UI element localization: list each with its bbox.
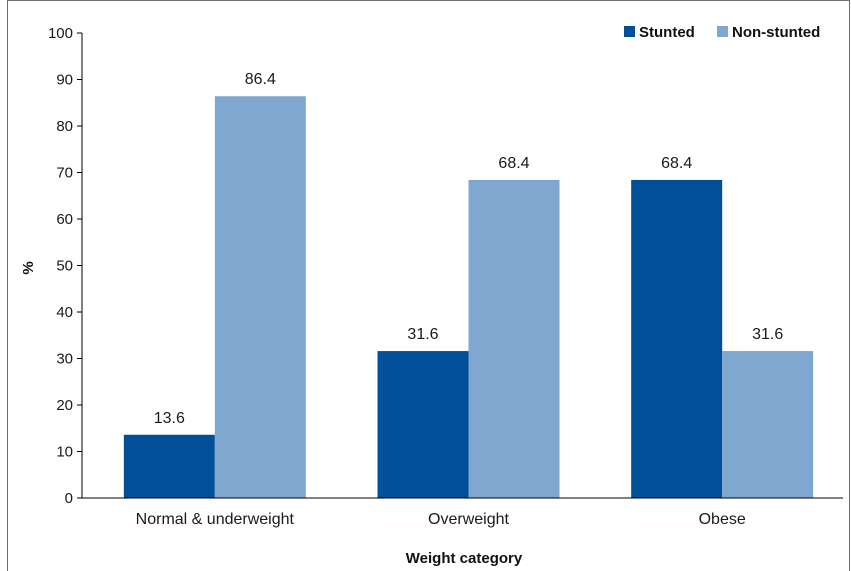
- y-tick-label: 20: [56, 397, 73, 414]
- y-tick-label: 80: [56, 118, 73, 135]
- y-tick-label: 40: [56, 304, 73, 321]
- data-label: 13.6: [154, 410, 185, 427]
- data-labels: 13.6 86.4 31.6 68.4 68.4 31.6: [154, 71, 784, 427]
- bar-non-stunted: [722, 351, 814, 498]
- legend-swatch-stunted: [624, 26, 635, 37]
- x-tick-label: Normal & underweight: [136, 511, 295, 528]
- bars: [123, 96, 814, 499]
- bar-non-stunted: [214, 96, 306, 499]
- y-tick-label: 0: [65, 490, 73, 507]
- legend-swatch-non-stunted: [717, 26, 728, 37]
- x-tick-label: Obese: [699, 511, 746, 528]
- y-tick-label: 70: [56, 165, 73, 182]
- data-label: 86.4: [245, 71, 276, 88]
- x-axis-title: Weight category: [406, 550, 523, 567]
- x-axis-tick-labels: Normal & underweight Overweight Obese: [136, 511, 746, 528]
- y-axis-title: %: [20, 261, 37, 274]
- y-tick-label: 60: [56, 211, 73, 228]
- legend: Stunted Non-stunted: [624, 24, 820, 41]
- y-tick-label: 50: [56, 258, 73, 275]
- bar-stunted: [377, 351, 469, 498]
- y-axis-ticks: 0 10 20 30 40 50 60 70 80 90 100: [48, 25, 82, 507]
- data-label: 68.4: [498, 155, 529, 172]
- legend-label-non-stunted: Non-stunted: [732, 24, 820, 41]
- y-tick-label: 10: [56, 444, 73, 461]
- data-label: 31.6: [407, 326, 438, 343]
- legend-label-stunted: Stunted: [639, 24, 695, 41]
- y-tick-label: 30: [56, 351, 73, 368]
- x-tick-label: Overweight: [428, 511, 509, 528]
- bar-stunted: [123, 434, 215, 498]
- bar-non-stunted: [468, 179, 560, 498]
- chart-frame: [7, 0, 850, 571]
- y-tick-label: 90: [56, 72, 73, 89]
- data-label: 68.4: [661, 155, 692, 172]
- bar-stunted: [631, 179, 723, 498]
- y-tick-label: 100: [48, 25, 73, 42]
- data-label: 31.6: [752, 326, 783, 343]
